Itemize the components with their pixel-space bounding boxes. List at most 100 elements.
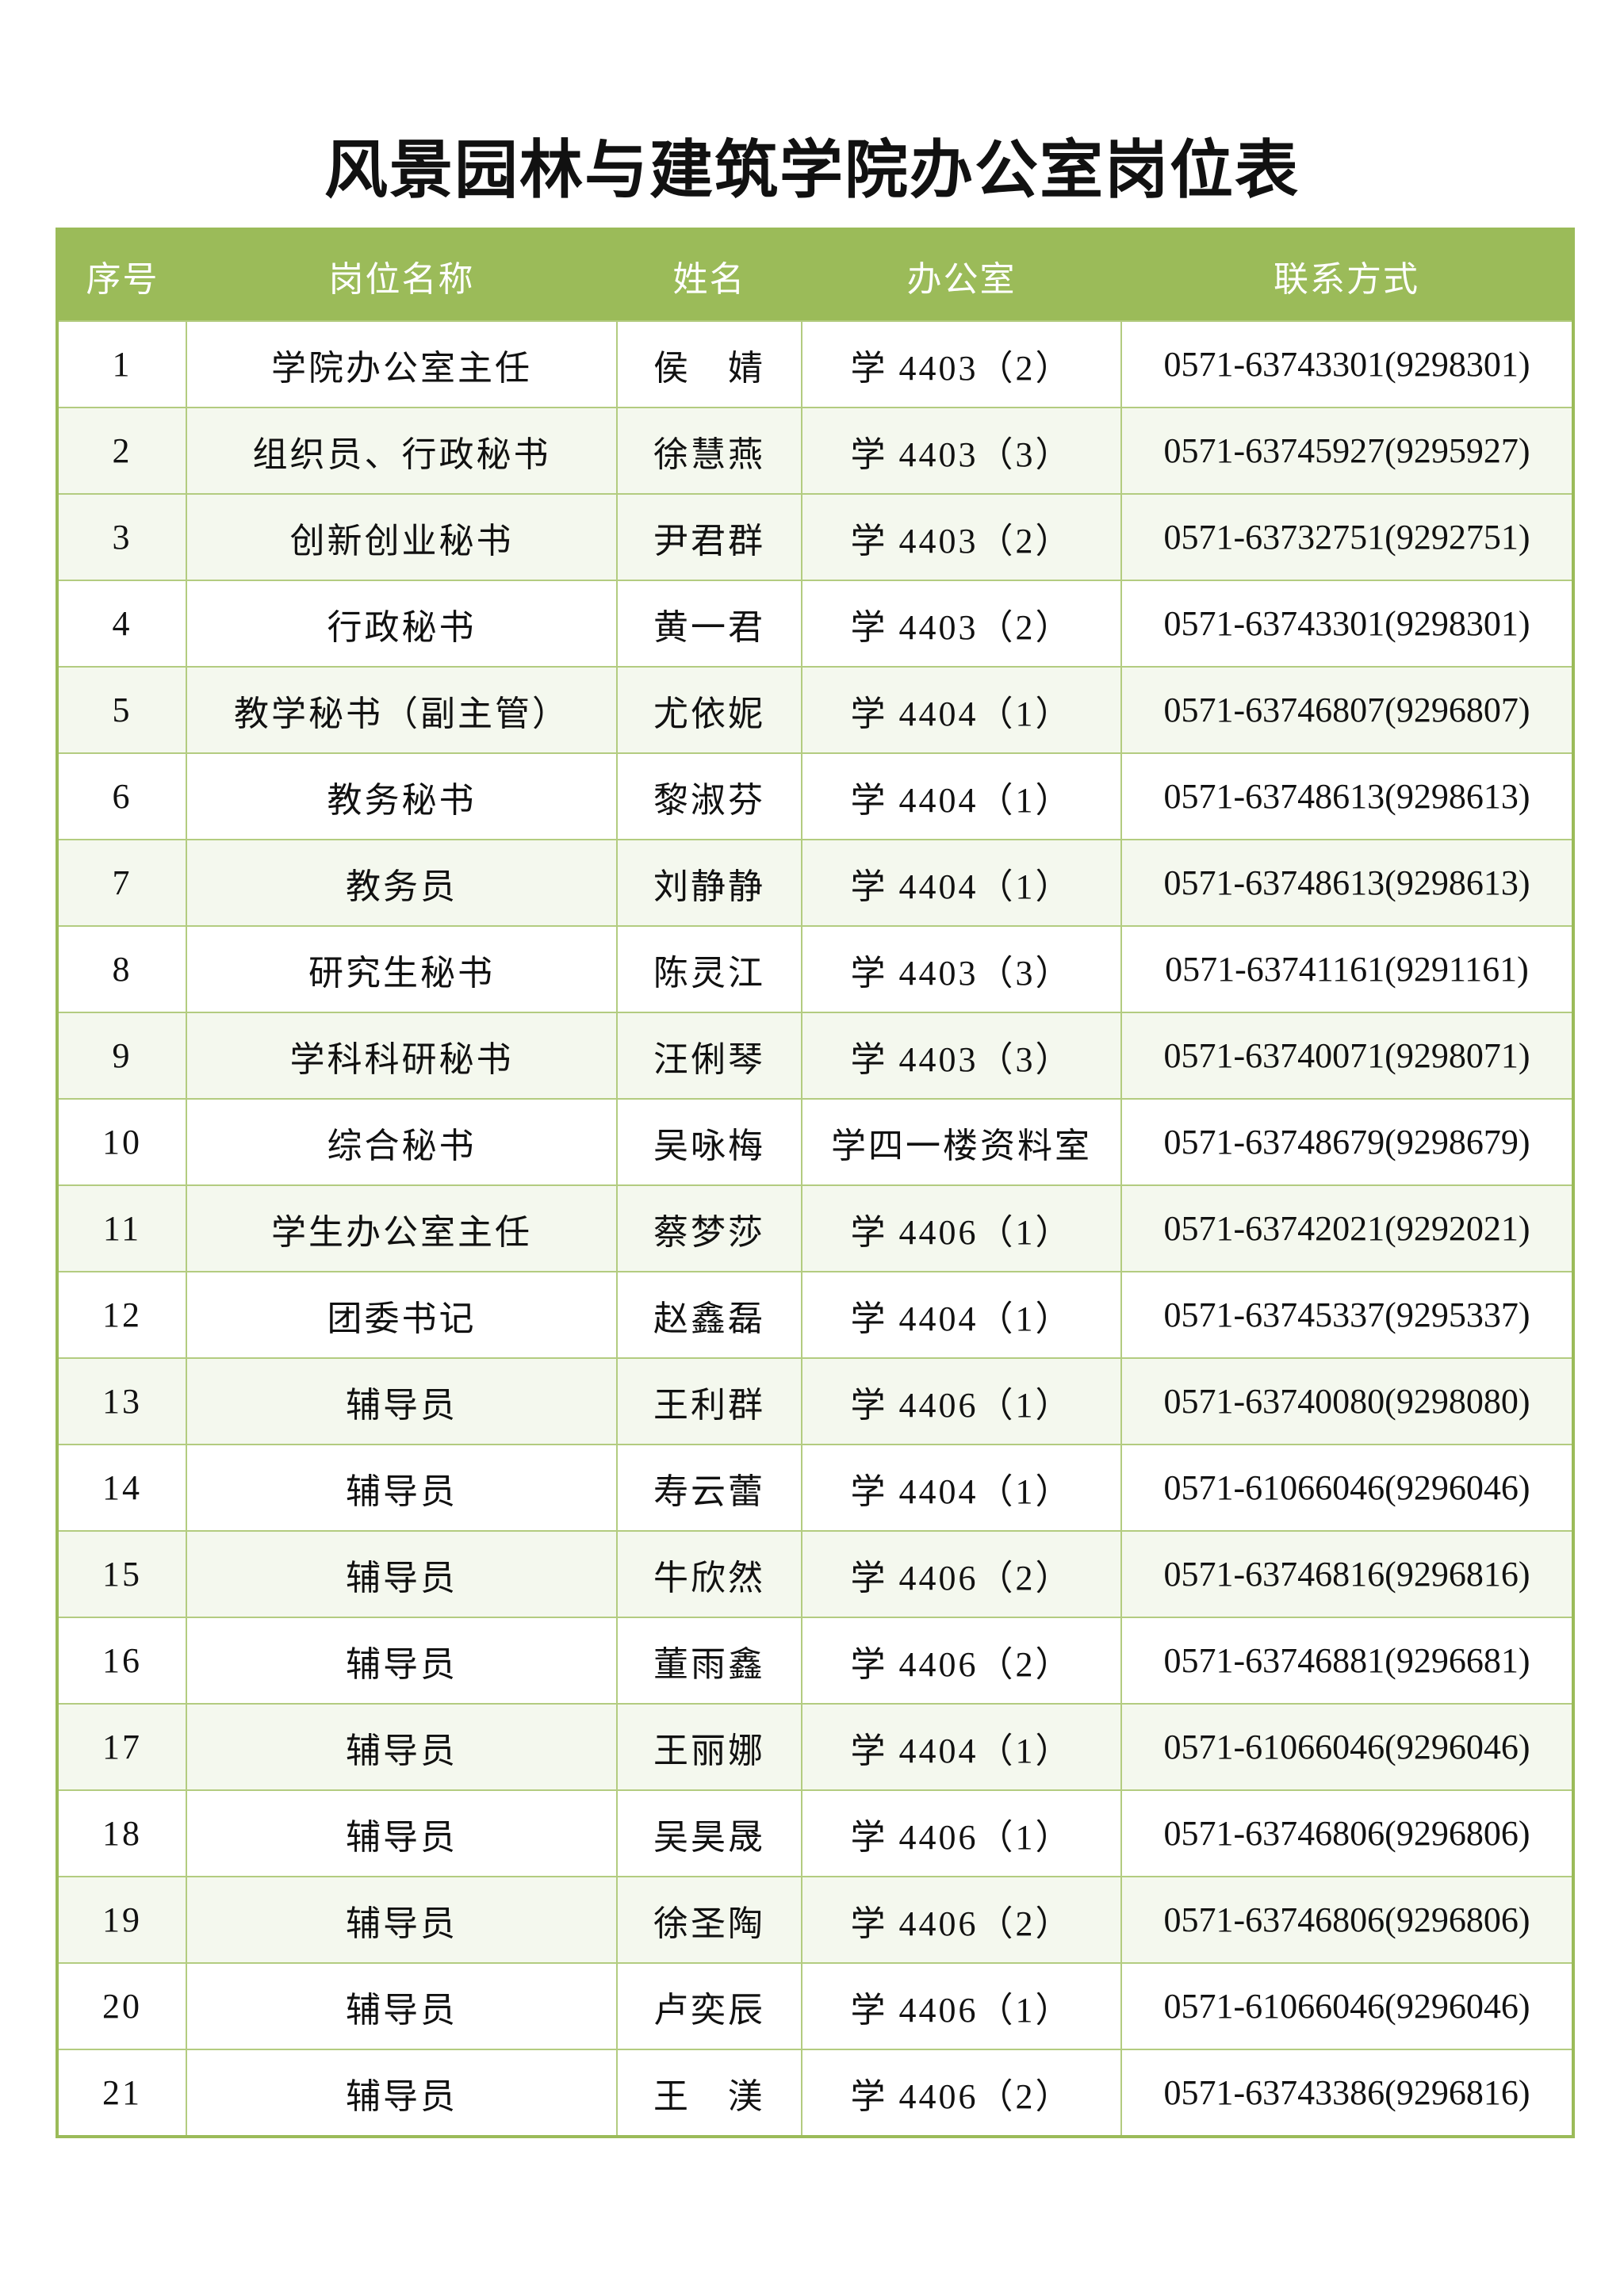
cell-name: 侯 婧 xyxy=(616,320,802,408)
cell-phone: 0571-63748613(9298613) xyxy=(1120,752,1574,840)
table-row: 20 辅导员 卢奕辰学 4406（1） 0571-61066046(9296046) xyxy=(56,1962,1574,2050)
cell-phone: 0571-63748679(9298679) xyxy=(1120,1098,1574,1186)
cell-name: 陈灵江 xyxy=(616,925,802,1013)
cell-phone: 0571-63742021(9292021) xyxy=(1120,1184,1574,1272)
cell-no: 14 xyxy=(56,1444,187,1532)
cell-position: 团委书记 xyxy=(186,1271,618,1359)
cell-name: 汪俐琴 xyxy=(616,1012,802,1100)
cell-phone: 0571-61066046(9296046) xyxy=(1120,1444,1574,1532)
cell-name: 徐慧燕 xyxy=(616,407,802,495)
table-row: 13 辅导员 王利群学 4406（1） 0571-63740080(9298080) xyxy=(56,1357,1574,1445)
cell-name: 刘静静 xyxy=(616,839,802,927)
staff-table: 序号 岗位名称 姓名 办公室 联系方式 1 学院办公室主任侯 婧学 4403（2）… xyxy=(56,228,1575,2138)
table-row: 5 教学秘书（副主管） 尤依妮学 4404（1） 0571-63746807(9296… xyxy=(56,666,1574,754)
table-row: 6 教务秘书 黎淑芬学 4404（1） 0571-63748613(9298613) xyxy=(56,752,1574,840)
cell-name: 王丽娜 xyxy=(616,1703,802,1791)
cell-phone: 0571-63743301(9298301) xyxy=(1120,580,1574,668)
cell-office: 学 4403（3） xyxy=(801,925,1122,1013)
cell-office: 学 4406（2） xyxy=(801,1876,1122,1964)
cell-no: 9 xyxy=(56,1012,187,1100)
cell-office: 学 4403（2） xyxy=(801,493,1122,581)
cell-name: 黎淑芬 xyxy=(616,752,802,840)
cell-phone: 0571-63746807(9296807) xyxy=(1120,666,1574,754)
cell-name: 牛欣然 xyxy=(616,1530,802,1618)
cell-phone: 0571-63743386(9296816) xyxy=(1120,2049,1574,2137)
cell-phone: 0571-63732751(9292751) xyxy=(1120,493,1574,581)
cell-position: 辅导员 xyxy=(186,1703,618,1791)
cell-no: 19 xyxy=(56,1876,187,1964)
cell-no: 10 xyxy=(56,1098,187,1186)
cell-phone: 0571-63740080(9298080) xyxy=(1120,1357,1574,1445)
cell-position: 学科科研秘书 xyxy=(186,1012,618,1100)
cell-office: 学 4406（2） xyxy=(801,2049,1122,2137)
cell-office: 学 4406（2） xyxy=(801,1617,1122,1705)
cell-no: 13 xyxy=(56,1357,187,1445)
cell-position: 组织员、行政秘书 xyxy=(186,407,618,495)
table-row: 21 辅导员王 渼学 4406（2） 0571-63743386(9296816) xyxy=(56,2049,1574,2137)
cell-no: 5 xyxy=(56,666,187,754)
cell-office: 学 4403（3） xyxy=(801,1012,1122,1100)
cell-office: 学 4404（1） xyxy=(801,839,1122,927)
table-row: 4 行政秘书 黄一君学 4403（2） 0571-63743301(9298301) xyxy=(56,580,1574,668)
cell-phone: 0571-61066046(9296046) xyxy=(1120,1962,1574,2050)
cell-position: 教务秘书 xyxy=(186,752,618,840)
table-row: 18 辅导员 吴昊晟学 4406（1） 0571-63746806(9296806) xyxy=(56,1789,1574,1877)
cell-no: 8 xyxy=(56,925,187,1013)
table-row: 17 辅导员 王丽娜学 4404（1） 0571-61066046(9296046) xyxy=(56,1703,1574,1791)
cell-position: 辅导员 xyxy=(186,1617,618,1705)
table-row: 2 组织员、行政秘书 徐慧燕学 4403（3） 0571-63745927(92959… xyxy=(56,407,1574,495)
cell-office: 学 4403（2） xyxy=(801,320,1122,408)
header-position: 岗位名称 xyxy=(186,229,617,321)
cell-no: 3 xyxy=(56,493,187,581)
header-contact: 联系方式 xyxy=(1121,229,1573,321)
cell-position: 学院办公室主任 xyxy=(186,320,618,408)
cell-phone: 0571-63745927(9295927) xyxy=(1120,407,1574,495)
cell-no: 17 xyxy=(56,1703,187,1791)
cell-no: 7 xyxy=(56,839,187,927)
cell-name: 寿云蕾 xyxy=(616,1444,802,1532)
cell-position: 创新创业秘书 xyxy=(186,493,618,581)
table-row: 9 学科科研秘书 汪俐琴学 4403（3） 0571-63740071(9298071… xyxy=(56,1012,1574,1100)
table-row: 16 辅导员 董雨鑫学 4406（2） 0571-63746881(9296681) xyxy=(56,1617,1574,1705)
cell-phone: 0571-63743301(9298301) xyxy=(1120,320,1574,408)
cell-phone: 0571-63748613(9298613) xyxy=(1120,839,1574,927)
cell-position: 教学秘书（副主管） xyxy=(186,666,618,754)
cell-no: 6 xyxy=(56,752,187,840)
cell-name: 尹君群 xyxy=(616,493,802,581)
page-title: 风景园林与建筑学院办公室岗位表 xyxy=(324,132,1300,207)
cell-no: 2 xyxy=(56,407,187,495)
cell-phone: 0571-61066046(9296046) xyxy=(1120,1703,1574,1791)
table-row: 11 学生办公室主任 蔡梦莎学 4406（1） 0571-63742021(92920… xyxy=(56,1184,1574,1272)
table-header-row: 序号 岗位名称 姓名 办公室 联系方式 xyxy=(57,229,1573,321)
cell-name: 王 渼 xyxy=(616,2049,802,2137)
table-row: 7 教务员 刘静静学 4404（1） 0571-63748613(9298613) xyxy=(56,839,1574,927)
cell-position: 综合秘书 xyxy=(186,1098,618,1186)
cell-position: 辅导员 xyxy=(186,1789,618,1877)
cell-position: 辅导员 xyxy=(186,1530,618,1618)
cell-office: 学 4404（1） xyxy=(801,1271,1122,1359)
cell-no: 4 xyxy=(56,580,187,668)
cell-office: 学 4406（2） xyxy=(801,1530,1122,1618)
cell-office: 学四一楼资料室 xyxy=(801,1098,1122,1186)
cell-name: 卢奕辰 xyxy=(616,1962,802,2050)
cell-name: 吴昊晟 xyxy=(616,1789,802,1877)
cell-position: 辅导员 xyxy=(186,1962,618,2050)
cell-phone: 0571-63746806(9296806) xyxy=(1120,1876,1574,1964)
table-row: 1 学院办公室主任侯 婧学 4403（2） 0571-63743301(929830… xyxy=(56,320,1574,408)
cell-no: 15 xyxy=(56,1530,187,1618)
cell-office: 学 4404（1） xyxy=(801,752,1122,840)
cell-name: 蔡梦莎 xyxy=(616,1184,802,1272)
header-name: 姓名 xyxy=(617,229,802,321)
cell-office: 学 4403（3） xyxy=(801,407,1122,495)
cell-name: 徐圣陶 xyxy=(616,1876,802,1964)
cell-position: 教务员 xyxy=(186,839,618,927)
cell-position: 辅导员 xyxy=(186,1357,618,1445)
table-row: 3 创新创业秘书 尹君群学 4403（2） 0571-63732751(9292751… xyxy=(56,493,1574,581)
cell-office: 学 4406（1） xyxy=(801,1789,1122,1877)
table-row: 12 团委书记 赵鑫磊学 4404（1） 0571-63745337(9295337) xyxy=(56,1271,1574,1359)
cell-no: 16 xyxy=(56,1617,187,1705)
cell-name: 黄一君 xyxy=(616,580,802,668)
table-row: 14 辅导员 寿云蕾学 4404（1） 0571-61066046(9296046) xyxy=(56,1444,1574,1532)
table-row: 10 综合秘书 吴咏梅 学四一楼资料室 0571-63748679(9298679) xyxy=(56,1098,1574,1186)
cell-office: 学 4406（1） xyxy=(801,1962,1122,2050)
